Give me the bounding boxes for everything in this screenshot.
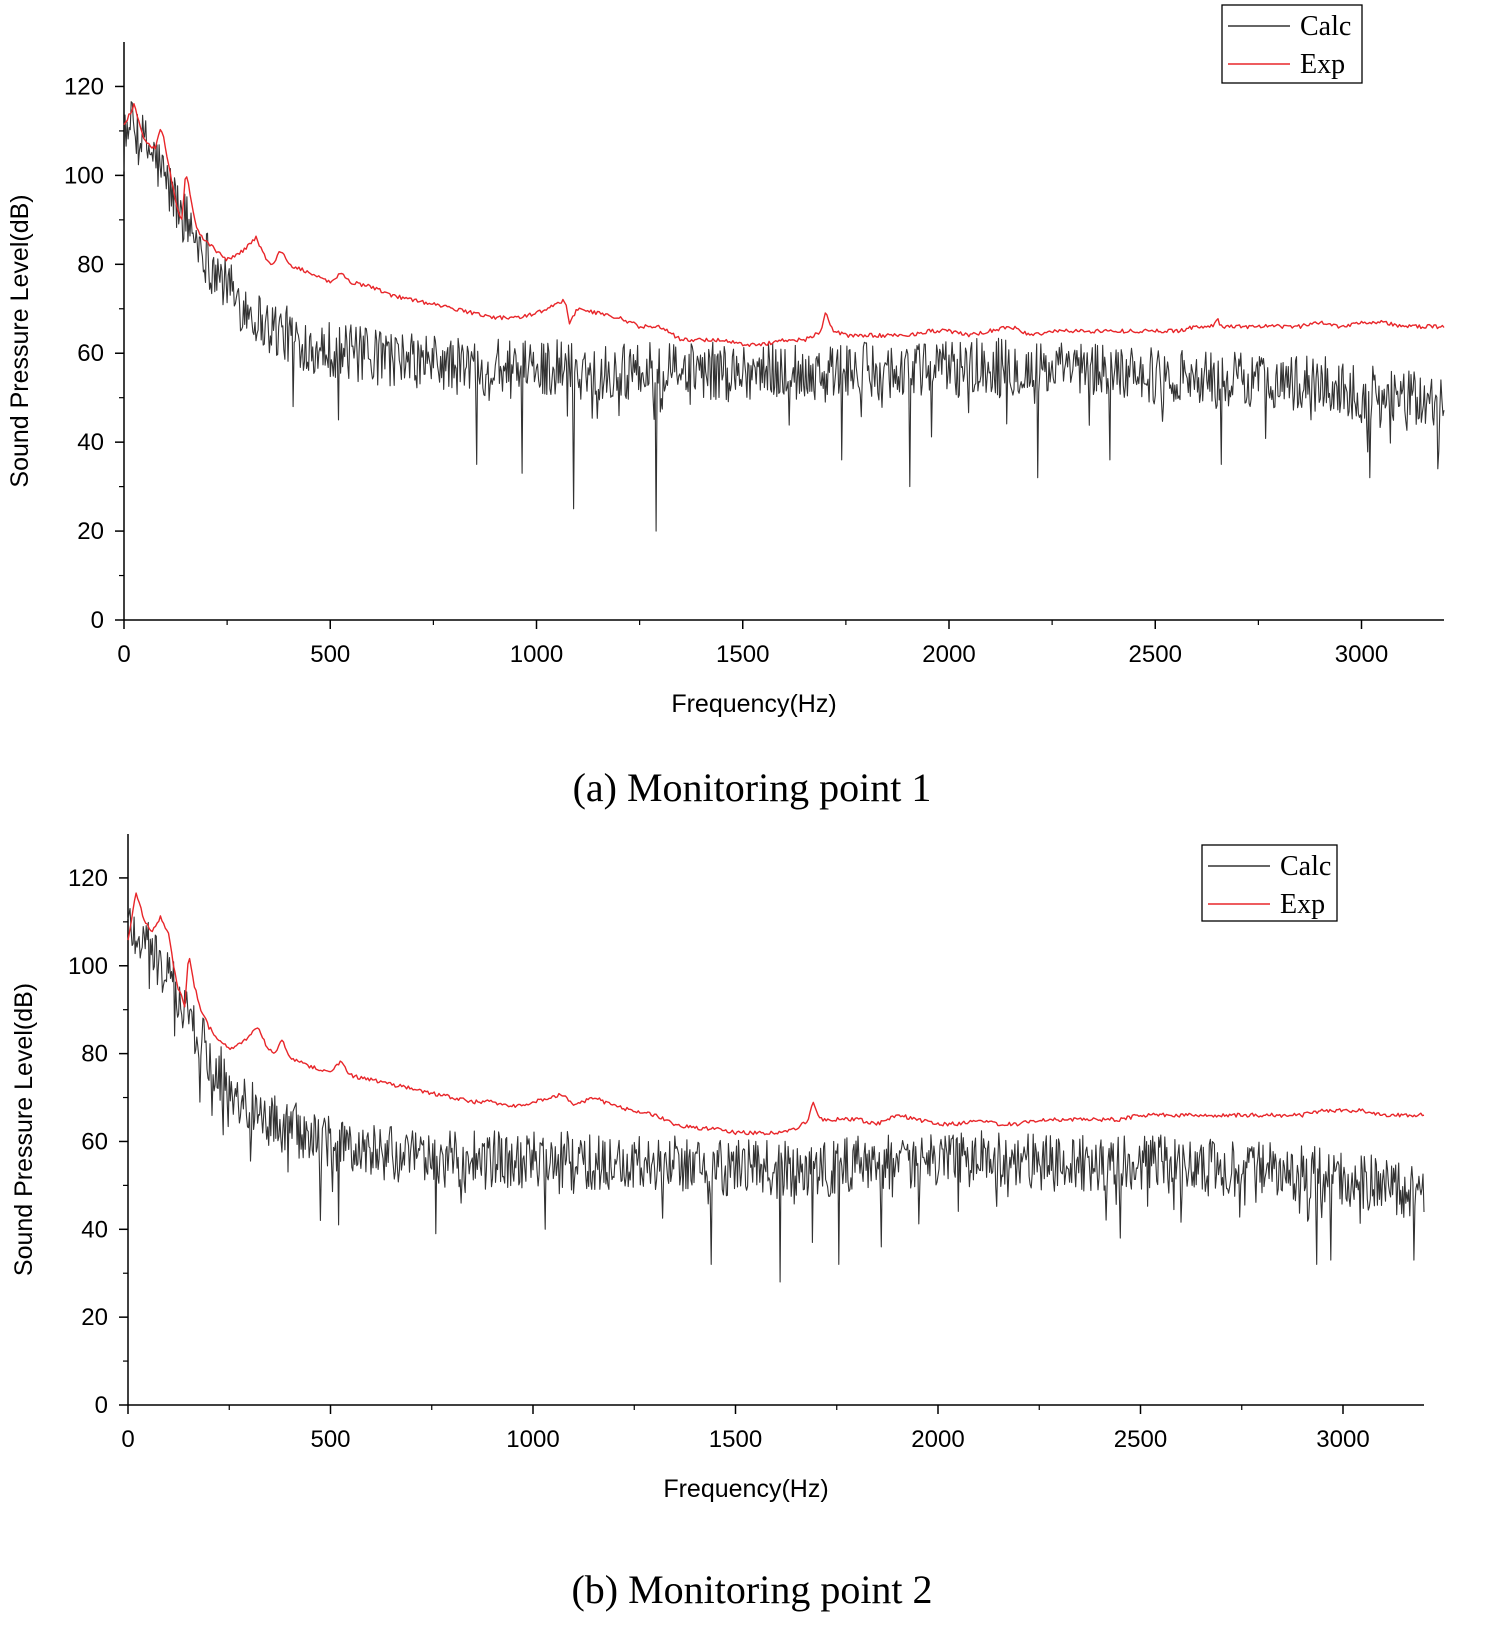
a-xtick-label: 2000 — [922, 641, 975, 668]
b-xtick-label: 0 — [121, 1426, 134, 1453]
a-ytick-label: 20 — [77, 518, 104, 545]
a-ytick-label: 0 — [91, 607, 104, 634]
a-xtick-label: 0 — [117, 641, 130, 668]
a-ytick-label: 40 — [77, 429, 104, 456]
b-ytick-label: 120 — [68, 865, 108, 892]
a-legend-box — [1221, 4, 1363, 84]
b-ytick-label: 60 — [81, 1128, 108, 1155]
b-ytick-label: 0 — [95, 1392, 108, 1419]
b-xtick-label: 2000 — [911, 1426, 964, 1453]
a-ytick-label: 100 — [64, 162, 104, 189]
a-xtick-label: 1500 — [716, 641, 769, 668]
a-legend-label-exp: Exp — [1300, 49, 1345, 80]
b-legend: Calc Exp — [1201, 844, 1338, 922]
a-legend-label-calc: Calc — [1300, 11, 1351, 42]
b-xtick-label: 1000 — [506, 1426, 559, 1453]
a-xtick-label: 500 — [310, 641, 350, 668]
b-xtick-label: 500 — [310, 1426, 350, 1453]
b-xtick-label: 3000 — [1316, 1426, 1369, 1453]
b-ytick-label: 80 — [81, 1041, 108, 1068]
b-ytick-label: 100 — [68, 953, 108, 980]
a-ylabel: Sound Pressure Level(dB) — [6, 194, 34, 487]
chart-a: 0 20 40 60 80 100 120 0 500 1000 1500 2000 2500 3000 F… — [6, 4, 1445, 718]
a-series-exp — [123, 103, 1445, 347]
b-series-exp — [127, 892, 1425, 1136]
b-series-calc — [127, 908, 1425, 1283]
a-ytick-label: 120 — [64, 73, 104, 100]
a-xtick-label: 2500 — [1129, 641, 1182, 668]
a-ytick-label: 60 — [77, 340, 104, 367]
b-xtick-label: 2500 — [1114, 1426, 1167, 1453]
b-ytick-label: 20 — [81, 1304, 108, 1331]
b-ytick-label: 40 — [81, 1216, 108, 1243]
caption-a: (a) Monitoring point 1 — [572, 765, 932, 810]
b-xlabel: Frequency(Hz) — [663, 1475, 828, 1503]
a-ytick-label: 80 — [77, 251, 104, 278]
b-legend-label-calc: Calc — [1280, 851, 1331, 882]
b-ylabel: Sound Pressure Level(dB) — [10, 983, 38, 1276]
caption-b: (b) Monitoring point 2 — [571, 1567, 933, 1612]
chart-b: 0 20 40 60 80 100 120 0 500 1000 1500 2000 2500 3000 F… — [10, 834, 1425, 1503]
b-legend-label-exp: Exp — [1280, 889, 1325, 920]
a-series-calc — [123, 101, 1445, 532]
chart-panel-b: 0 20 40 60 80 100 120 0 500 1000 1500 2000 2500 3000 F… — [0, 814, 1504, 1627]
a-xtick-label: 3000 — [1335, 641, 1388, 668]
a-xlabel: Frequency(Hz) — [671, 690, 836, 718]
a-xtick-label: 1000 — [510, 641, 563, 668]
b-xtick-label: 1500 — [709, 1426, 762, 1453]
b-legend-box — [1201, 844, 1338, 922]
chart-panel-a: 0 20 40 60 80 100 120 0 500 1000 1500 2000 2500 3000 F… — [6, 4, 1445, 810]
a-legend: Calc Exp — [1221, 4, 1363, 84]
